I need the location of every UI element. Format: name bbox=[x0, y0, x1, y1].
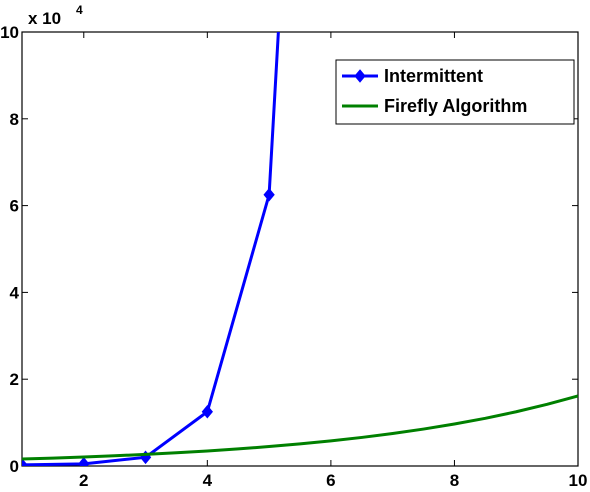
legend-box bbox=[335, 59, 575, 125]
y-multiplier: x 10 4 bbox=[28, 3, 83, 28]
series-line-0 bbox=[22, 32, 280, 466]
y-multiplier-base: x 10 bbox=[28, 9, 61, 28]
x-tick-label-3: 8 bbox=[450, 471, 459, 490]
y-tick-label-3: 6 bbox=[10, 197, 19, 216]
y-tick-label-1: 2 bbox=[10, 370, 19, 389]
legend-label-intermittent: Intermittent bbox=[384, 66, 483, 86]
y-tick-label-2: 4 bbox=[10, 283, 20, 302]
y-multiplier-exponent: 4 bbox=[76, 3, 83, 17]
data-point-0-1 bbox=[78, 457, 90, 466]
x-tick-label-2: 6 bbox=[326, 471, 335, 490]
series-line-1 bbox=[22, 394, 578, 461]
legend: Intermittent Firefly Algorithm bbox=[335, 59, 575, 125]
y-tick-label-0: 0 bbox=[10, 457, 19, 476]
tick-labels: 2 4 6 8 10 0 2 4 6 8 10 bbox=[0, 23, 587, 490]
legend-label-firefly: Firefly Algorithm bbox=[384, 96, 527, 116]
y-tick-label-5: 10 bbox=[0, 23, 19, 42]
y-tick-label-4: 8 bbox=[10, 110, 19, 129]
legend-marker-intermittent bbox=[354, 69, 366, 83]
x-tick-label-1: 4 bbox=[203, 471, 213, 490]
data-point-0-3 bbox=[201, 404, 213, 419]
series-layer bbox=[22, 32, 578, 466]
data-point-0-4 bbox=[263, 187, 275, 202]
x-tick-label-4: 10 bbox=[569, 471, 588, 490]
data-point-0-0 bbox=[22, 458, 28, 466]
x-tick-label-0: 2 bbox=[79, 471, 88, 490]
